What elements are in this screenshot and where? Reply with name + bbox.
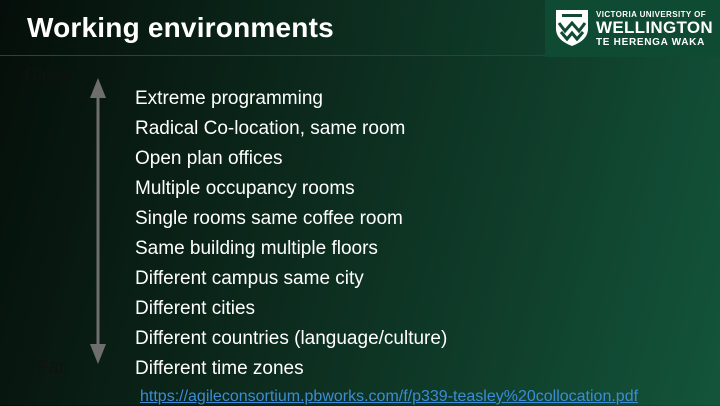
logo-line-3: TE HERENGA WAKA (596, 37, 706, 48)
list-item: Same building multiple floors (135, 238, 378, 259)
double-headed-arrow-icon (90, 78, 106, 364)
list-item: Single rooms same coffee room (135, 208, 403, 229)
list-item: Radical Co-location, same room (135, 118, 406, 139)
list-item: Different cities (135, 298, 256, 319)
list-item: Different campus same city (135, 268, 364, 289)
slide-title: Working environments (27, 12, 334, 43)
list-item: Different time zones (135, 358, 304, 379)
environment-list: Extreme programming Radical Co-location,… (135, 84, 447, 384)
source-link[interactable]: https://agileconsortium.pbworks.com/f/p3… (140, 388, 639, 405)
logo-line-1: VICTORIA UNIVERSITY OF (596, 10, 706, 19)
university-logo: VICTORIA UNIVERSITY OF WELLINGTON TE HER… (545, 0, 720, 57)
scale-close-label: Close (24, 65, 73, 86)
list-item: Different countries (language/culture) (135, 328, 448, 349)
logo-line-2: WELLINGTON (596, 18, 713, 37)
list-item: Multiple occupancy rooms (135, 178, 355, 199)
list-item: Extreme programming (135, 88, 323, 109)
scale-far-label: Far (37, 357, 66, 378)
crest-icon (556, 10, 588, 46)
list-item: Open plan offices (135, 148, 283, 169)
